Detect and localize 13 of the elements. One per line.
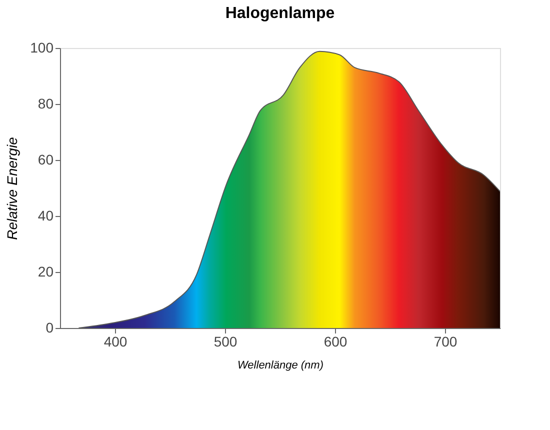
y-tick-label: 100 (30, 40, 54, 56)
y-tick-label: 0 (46, 320, 54, 336)
y-tick-label: 60 (38, 152, 54, 168)
x-axis-title: Wellenlänge (nm) (237, 360, 324, 372)
chart-title: Halogenlampe (225, 5, 335, 22)
x-tick-label: 700 (434, 334, 458, 350)
x-tick-label: 400 (104, 334, 128, 350)
x-tick-label: 600 (324, 334, 348, 350)
y-tick-label: 40 (38, 208, 54, 224)
y-tick-label: 20 (38, 264, 54, 280)
y-axis-title: Relative Energie (4, 136, 20, 240)
y-tick-label: 80 (38, 96, 54, 112)
x-tick-label: 500 (214, 334, 238, 350)
